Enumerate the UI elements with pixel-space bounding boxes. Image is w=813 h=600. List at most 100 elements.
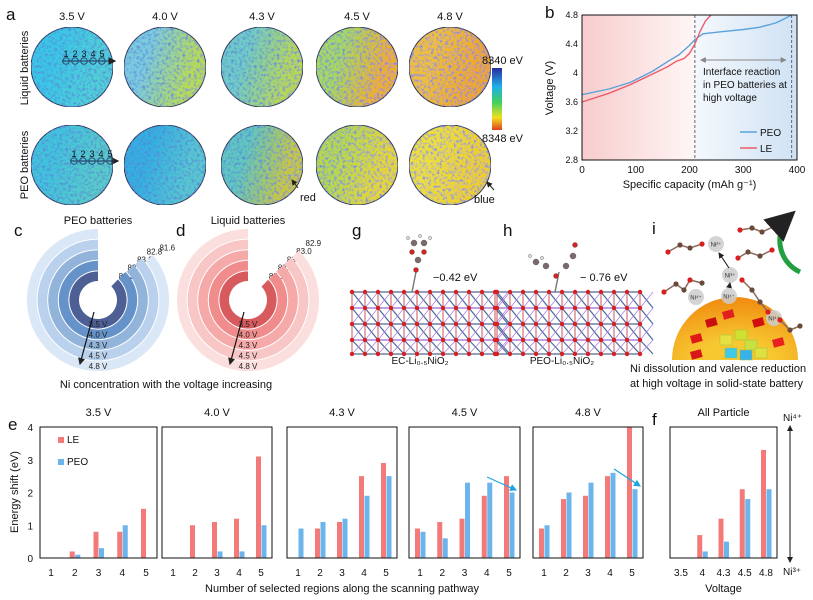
lattice-bond: [416, 323, 431, 341]
oxygen-atom: [453, 289, 459, 295]
lattice-bond: [390, 291, 405, 309]
lattice-bond: [377, 307, 392, 325]
ring-voltage-label: 3.5 V: [89, 320, 108, 329]
bar-le: [583, 495, 588, 558]
lattice-bond: [455, 339, 470, 355]
oxygen-atom: [375, 337, 381, 343]
peo-atom: [735, 255, 741, 261]
oxygen-atom: [466, 351, 472, 357]
peo-atom: [699, 280, 705, 286]
oxygen-atom: [572, 289, 578, 295]
bar-peo: [122, 525, 128, 558]
molecule-atom: [420, 239, 428, 247]
bar-peo: [99, 548, 104, 558]
oxygen-atom: [427, 351, 433, 357]
particle-map: [30, 124, 114, 206]
molecule-atom: [410, 239, 418, 247]
panel-label-c: c: [14, 221, 23, 240]
oxygen-atom: [507, 321, 513, 327]
molecule-atom: [572, 242, 578, 248]
oxygen-atom: [453, 337, 459, 343]
lattice-bond: [351, 291, 366, 309]
subplot-frame: [39, 426, 158, 559]
oxygen-atom: [572, 351, 578, 357]
oxygen-atom: [546, 289, 552, 295]
plot-frame: [581, 14, 798, 161]
scan-region-number: 1: [63, 49, 68, 59]
bar-peo: [588, 482, 594, 558]
bar-peo: [766, 489, 772, 558]
lattice-bond: [639, 291, 654, 309]
oxygen-atom: [401, 321, 407, 327]
bar-le: [93, 531, 99, 558]
lattice-bond: [416, 291, 431, 309]
oxygen-atom: [637, 321, 643, 327]
lattice-bond: [639, 323, 654, 341]
x-tick-label: 2: [72, 568, 78, 579]
subplot-frame: [532, 426, 644, 559]
lattice-bond: [442, 339, 457, 355]
bar-peo: [724, 541, 729, 558]
x-tick-label: 4: [607, 568, 613, 579]
lattice-bond: [574, 323, 589, 341]
oxygen-atom: [559, 321, 565, 327]
peo-atom: [765, 309, 771, 315]
lattice-bond: [390, 307, 405, 325]
panel-label-g: g: [352, 221, 361, 240]
subplot-frame: [161, 426, 273, 559]
valence-reduction-arrow: [726, 282, 732, 289]
oxygen-atom: [533, 305, 539, 311]
panel-label-e: e: [8, 415, 17, 434]
bar-peo: [745, 499, 751, 558]
lattice-bond: [574, 291, 589, 309]
peo-atom: [739, 277, 745, 283]
peo-atom: [749, 225, 755, 231]
oxygen-atom: [440, 351, 446, 357]
x-tick-label: 5: [506, 568, 512, 579]
oxygen-atom: [453, 321, 459, 327]
lattice-bond: [364, 323, 379, 341]
panel-a-xanes-maps: 3.5 V 4.0 V 4.3 V 4.5 V 4.8 V1 2 3 4 51 2 3 4 5: [30, 11, 492, 206]
lattice-bond: [351, 323, 366, 341]
oxygen-atom: [533, 321, 539, 327]
voltage-label: 4.3 V: [249, 11, 275, 23]
oxygen-atom: [598, 305, 604, 311]
h-structure-label: PEO-Li₀.₅NiO₂: [530, 356, 594, 367]
bar-peo: [261, 525, 267, 558]
oxygen-atom: [533, 289, 539, 295]
lattice-bond: [535, 307, 550, 325]
oxygen-atom: [440, 289, 446, 295]
y-tick-label: 4: [573, 68, 578, 78]
lattice-bond: [429, 339, 444, 355]
oxygen-atom: [494, 289, 500, 295]
voltage-increase-arrow: [78, 311, 95, 366]
subplot-frame: [408, 426, 521, 559]
bar-le: [315, 528, 320, 558]
scan-region-number: 3: [81, 49, 86, 59]
oxygen-atom: [388, 289, 394, 295]
legend-label: LE: [760, 144, 773, 155]
lattice-bond: [600, 339, 615, 355]
oxygen-atom: [624, 305, 630, 311]
interface-annotation: high voltage: [703, 93, 757, 104]
bar-peo: [320, 521, 326, 558]
scan-region-number: 2: [80, 149, 85, 159]
panel-label-b: b: [545, 3, 554, 22]
bar-le: [381, 463, 386, 558]
oxygen-atom: [466, 305, 472, 311]
molecule-atom: [409, 249, 415, 255]
oxygen-atom: [637, 289, 643, 295]
peo-atom: [772, 223, 778, 229]
lattice-bond: [481, 307, 496, 325]
row-label-liquid: Liquid batteries: [19, 30, 31, 105]
oxygen-atom: [520, 305, 526, 311]
peo-atom: [769, 247, 775, 253]
molecule-atom: [406, 236, 410, 240]
legend-swatch-peo: [58, 459, 64, 465]
legend-label: PEO: [67, 457, 88, 468]
oxygen-atom: [479, 289, 485, 295]
oxygen-atom: [559, 337, 565, 343]
cycle-arrow-icon: [763, 210, 802, 275]
